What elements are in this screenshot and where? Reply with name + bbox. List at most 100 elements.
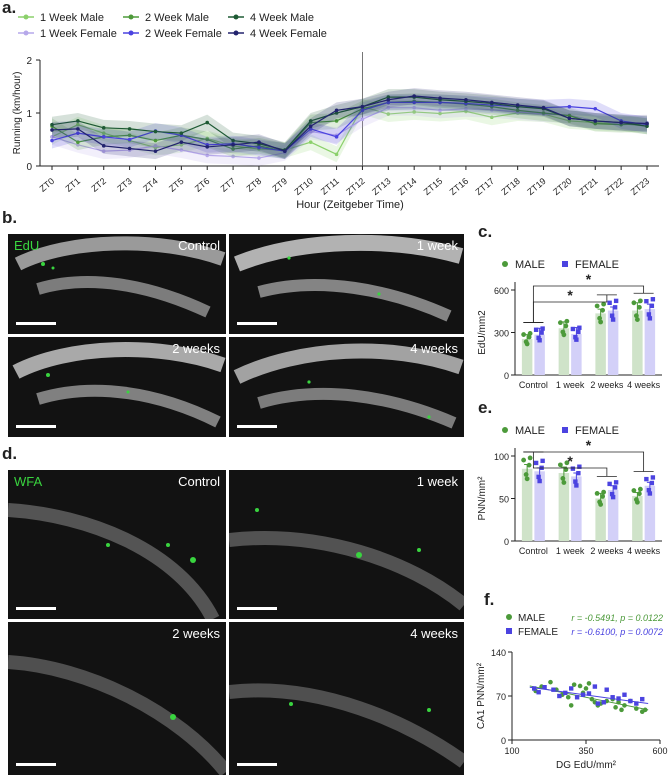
x-tick-label: ZT10 (292, 176, 315, 197)
bar (607, 310, 619, 375)
bar (632, 495, 643, 541)
data-point (650, 297, 656, 302)
data-point (570, 466, 576, 471)
data-point (594, 303, 600, 309)
data-point (593, 106, 598, 111)
hippocampus-micrograph (233, 343, 464, 429)
data-point (644, 299, 649, 304)
data-point (334, 108, 339, 113)
data-point (153, 129, 158, 134)
legend-marker (233, 30, 239, 36)
x-tick-label: Control (519, 380, 548, 390)
data-point (601, 700, 606, 705)
y-tick-label: 140 (491, 648, 506, 658)
bar (595, 313, 606, 375)
significance-bracket (532, 451, 608, 477)
x-tick-label: ZT18 (499, 176, 522, 197)
data-point (557, 320, 563, 326)
data-point (50, 138, 54, 143)
image-label: Control (178, 474, 220, 489)
scale-bar (237, 322, 277, 325)
x-tick-label: ZT22 (603, 176, 626, 197)
data-point (561, 332, 567, 338)
x-tick-label: ZT15 (422, 176, 445, 197)
series-line (51, 96, 648, 151)
y-tick-label: 0 (504, 537, 509, 547)
data-point (563, 323, 569, 329)
x-tick-label: ZT8 (245, 176, 264, 194)
data-point (650, 475, 656, 480)
data-point (633, 313, 639, 319)
significance-bracket (532, 451, 645, 472)
panel-f-letter: f. (484, 590, 495, 609)
legend-marker (502, 261, 508, 267)
ca1-micrograph (8, 503, 220, 619)
data-point (386, 105, 391, 110)
data-point (257, 156, 261, 160)
data-point (541, 105, 546, 110)
scale-bar (237, 425, 277, 428)
data-point (537, 478, 542, 484)
data-point (636, 304, 642, 310)
data-point (257, 145, 261, 150)
ca1-micrograph (8, 655, 226, 775)
bar (534, 471, 545, 541)
image-label: 4 weeks (410, 626, 458, 641)
data-point (573, 479, 578, 484)
data-point (567, 104, 572, 109)
data-point (646, 487, 652, 493)
data-point (619, 707, 624, 713)
data-point (101, 144, 106, 148)
data-point (412, 105, 416, 110)
panel-e-letter: e. (478, 398, 493, 417)
data-point (577, 325, 582, 330)
data-point (334, 119, 339, 123)
legend-marker (506, 628, 512, 634)
data-point (464, 106, 468, 111)
legend-label: 1 Week Female (40, 28, 117, 40)
data-point (645, 121, 649, 126)
data-point (360, 108, 365, 113)
data-point (634, 701, 639, 706)
data-point (537, 338, 542, 343)
data-point (631, 488, 637, 493)
data-point (536, 335, 541, 341)
data-point (561, 480, 567, 485)
ca1-micrograph (229, 683, 464, 768)
bar (558, 473, 570, 541)
bar (534, 334, 545, 375)
data-point (577, 683, 583, 689)
data-point (592, 684, 598, 689)
bar (521, 338, 533, 375)
data-point (647, 316, 653, 321)
scale-bar (16, 322, 56, 325)
x-tick-label: 100 (504, 746, 519, 756)
data-point (334, 111, 339, 115)
correlation-stat: r = -0.6100, p = 0.0072 (571, 627, 663, 637)
edu-stain-label: EdU (14, 238, 40, 253)
data-point (308, 129, 313, 134)
edu-image-1-week: 1 week (229, 234, 464, 334)
error-band (52, 99, 647, 166)
data-point (101, 131, 106, 135)
data-point (577, 464, 582, 469)
data-point (612, 305, 618, 310)
legend-marker (562, 261, 568, 267)
data-point (601, 489, 607, 495)
data-point (622, 692, 627, 697)
data-point (76, 131, 80, 135)
data-point (489, 100, 494, 105)
data-point (231, 154, 235, 159)
image-label: 1 week (416, 474, 458, 489)
data-point (101, 135, 106, 139)
data-point (521, 457, 527, 463)
data-point (153, 144, 158, 148)
data-point (334, 135, 339, 139)
legend-label: 1 Week Male (40, 12, 104, 24)
error-band (52, 88, 647, 160)
y-axis-label: CA1 PNN/mm² (476, 662, 487, 729)
x-tick-label: 1 week (556, 380, 585, 390)
series-line (51, 107, 648, 159)
data-point (574, 695, 580, 700)
hippocampus-micrograph (234, 234, 464, 322)
